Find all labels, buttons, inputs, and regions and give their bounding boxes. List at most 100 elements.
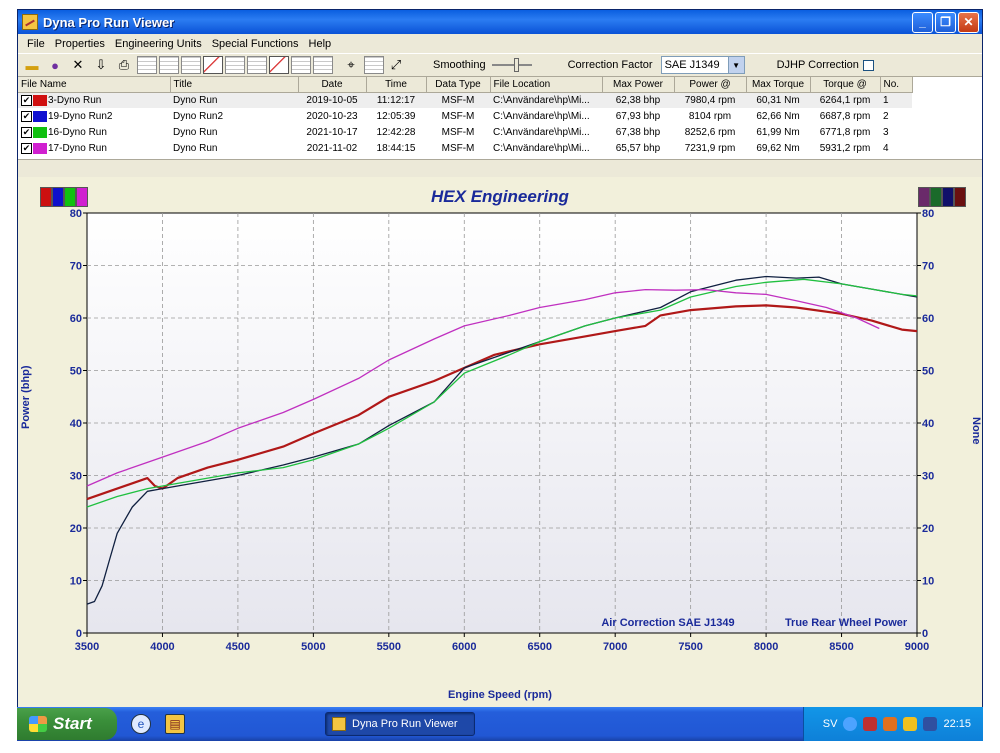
- start-button[interactable]: Start: [17, 708, 117, 740]
- chart-view-8-icon[interactable]: [291, 56, 311, 74]
- color-swatch[interactable]: [33, 142, 47, 154]
- print-icon[interactable]: ⎙: [118, 57, 130, 72]
- chart-view-9-icon[interactable]: [313, 56, 333, 74]
- chart-view-7-icon[interactable]: [269, 56, 289, 74]
- column-header-power-at[interactable]: Power @: [674, 77, 747, 93]
- table-row[interactable]: ✔ 3-Dyno Run Dyno Run 2019-10-05 11:12:17 MSF…: [18, 92, 912, 108]
- minimize-button[interactable]: _: [912, 11, 933, 33]
- color-swatch[interactable]: [33, 110, 47, 122]
- table-row[interactable]: ✔ 17-Dyno Run Dyno Run 2021-11-02 18:44:15 MS…: [18, 140, 912, 156]
- warning-icon[interactable]: [903, 717, 918, 731]
- cell-time: 18:44:15: [376, 142, 416, 154]
- menu-special-functions[interactable]: Special Functions: [211, 37, 299, 50]
- smoothing-slider-thumb[interactable]: [513, 58, 519, 72]
- menu-help[interactable]: Help: [308, 37, 332, 50]
- legend-left-swatch-1[interactable]: [40, 187, 52, 207]
- cell-max-power: 67,93 bhp: [615, 110, 661, 122]
- series-line-19-dyno-run2[interactable]: [86, 275, 918, 605]
- menu-properties[interactable]: Properties: [54, 37, 105, 50]
- cell-location: C:\Användare\hp\Mi...: [493, 142, 590, 154]
- run-visible-checkbox[interactable]: ✔: [21, 94, 32, 106]
- column-header-max-power[interactable]: Max Power: [602, 77, 675, 93]
- column-header-file-location[interactable]: File Location: [490, 77, 603, 93]
- menu-engineering-units[interactable]: Engineering Units: [114, 37, 202, 50]
- open-folder-icon[interactable]: ▬: [25, 57, 39, 73]
- chart-view-3-icon[interactable]: [181, 56, 201, 74]
- chevron-down-icon[interactable]: ▼: [727, 57, 744, 73]
- column-header-title[interactable]: Title: [170, 77, 299, 93]
- legend-left-swatch-3[interactable]: [64, 187, 76, 207]
- chart-title: HEX Engineering: [431, 187, 569, 206]
- grid-icon[interactable]: [364, 56, 384, 74]
- network-icon[interactable]: [843, 717, 858, 731]
- legend-right-swatch-1[interactable]: [918, 187, 930, 207]
- legend-right-swatch-4[interactable]: [954, 187, 966, 207]
- delete-icon[interactable]: ✕: [72, 57, 84, 72]
- y-axis-title-right: None: [970, 417, 982, 445]
- toolbar: ▬ ● ✕ ⇩ ⎙ ⌖ ⤢ Smoothing Correction Facto…: [18, 53, 982, 77]
- series-line-16-dyno-run[interactable]: [86, 278, 918, 508]
- power-chart[interactable]: 0 0 10 10 20 20 30 30 40 40 50 50 60 60 70 70 80 80 3500 40…: [65, 205, 939, 664]
- chart-view-1-icon[interactable]: [137, 56, 157, 74]
- series-line-17-dyno-run[interactable]: [86, 288, 880, 487]
- close-button[interactable]: ✕: [958, 11, 979, 33]
- run-visible-checkbox[interactable]: ✔: [21, 126, 32, 138]
- dyna-quicklaunch-icon[interactable]: ▤: [165, 714, 185, 734]
- export-icon[interactable]: ⇩: [95, 57, 107, 72]
- monitor-icon[interactable]: [923, 717, 938, 731]
- legend-left-swatch-4[interactable]: [76, 187, 88, 207]
- chart-view-6-icon[interactable]: [247, 56, 267, 74]
- maximize-button[interactable]: ❐: [935, 11, 956, 33]
- column-header-max-torque[interactable]: Max Torque: [746, 77, 811, 93]
- correction-factor-select[interactable]: SAE J1349 ▼: [660, 56, 745, 74]
- column-header-time[interactable]: Time: [366, 77, 427, 93]
- color-swatch[interactable]: [33, 126, 47, 138]
- y-tick-label: 50: [70, 366, 82, 378]
- clock: 22:15: [943, 718, 971, 730]
- cell-power-at: 7231,9 rpm: [684, 142, 736, 154]
- run-visible-checkbox[interactable]: ✔: [21, 110, 32, 122]
- file-name-group: ✔ 17-Dyno Run: [21, 142, 167, 154]
- file-name-group: ✔ 3-Dyno Run: [21, 94, 167, 106]
- column-header-date[interactable]: Date: [298, 77, 367, 93]
- series-line-3-dyno-run[interactable]: [86, 304, 918, 501]
- cell-file-name: ✔ 19-Dyno Run2: [18, 108, 170, 124]
- color-swatch[interactable]: [33, 94, 47, 106]
- chart-view-5-icon[interactable]: [225, 56, 245, 74]
- column-header-no[interactable]: No.: [880, 77, 913, 93]
- legend-right-swatch-2[interactable]: [930, 187, 942, 207]
- legend-right-swatch-3[interactable]: [942, 187, 954, 207]
- chart-view-2-icon[interactable]: [159, 56, 179, 74]
- table-row[interactable]: ✔ 19-Dyno Run2 Dyno Run2 2020-10-23 12:05:39…: [18, 108, 912, 124]
- browser-icon[interactable]: e: [131, 714, 151, 734]
- column-header-data-type[interactable]: Data Type: [426, 77, 491, 93]
- zoom-fit-icon[interactable]: ⤢: [390, 57, 402, 72]
- djhp-correction-checkbox[interactable]: [862, 59, 874, 71]
- djhp-correction-label: DJHP Correction: [776, 59, 859, 71]
- chart-view-4-icon[interactable]: [203, 56, 223, 74]
- annotation-air-correction: Air Correction SAE J1349: [601, 617, 734, 629]
- language-indicator[interactable]: SV: [822, 718, 838, 730]
- column-header-torque-at[interactable]: Torque @: [810, 77, 881, 93]
- title-bar[interactable]: Dyna Pro Run Viewer _ ❐ ✕: [18, 10, 982, 34]
- column-header-file-name[interactable]: File Name: [18, 77, 171, 93]
- file-name-group: ✔ 16-Dyno Run: [21, 126, 167, 138]
- security-icon[interactable]: [863, 717, 878, 731]
- x-tick-label: 8500: [829, 641, 853, 653]
- y-tick-label-right: 50: [922, 366, 934, 378]
- file-name: 3-Dyno Run: [48, 94, 102, 106]
- legend-left-swatch-2[interactable]: [52, 187, 64, 207]
- globe-icon[interactable]: ●: [51, 57, 59, 73]
- cell-torque-at: 6264,1 rpm: [810, 92, 880, 108]
- x-tick-label: 8000: [754, 641, 778, 653]
- table-row[interactable]: ✔ 16-Dyno Run Dyno Run 2021-10-17 12:42:28 MS…: [18, 124, 912, 140]
- cell-max-torque: 62,66 Nm: [756, 110, 800, 122]
- y-tick-label: 40: [70, 418, 82, 430]
- cursor-icon[interactable]: ⌖: [347, 57, 355, 72]
- smoothing-slider[interactable]: [491, 58, 532, 72]
- run-visible-checkbox[interactable]: ✔: [21, 142, 32, 154]
- menu-file[interactable]: File: [27, 37, 45, 50]
- windows-logo-icon: [29, 716, 47, 732]
- taskbar-window-button[interactable]: Dyna Pro Run Viewer: [325, 712, 475, 736]
- shield-icon[interactable]: [883, 717, 898, 731]
